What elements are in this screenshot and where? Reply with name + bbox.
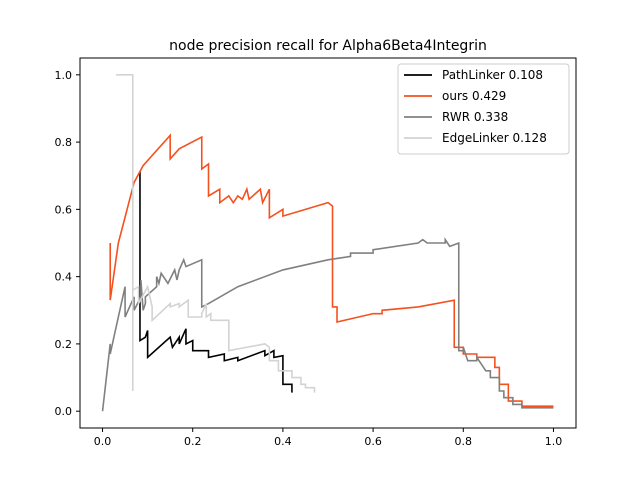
x-tick-label: 1.0 <box>545 435 563 448</box>
x-tick-label: 0.6 <box>364 435 382 448</box>
chart-title: node precision recall for Alpha6Beta4Int… <box>169 38 487 54</box>
x-tick-label: 0.2 <box>184 435 202 448</box>
x-axis: 0.0 0.2 0.4 0.6 0.8 1.0 <box>94 428 562 448</box>
y-tick-label: 0.8 <box>55 136 73 149</box>
y-axis: 0.0 0.2 0.4 0.6 0.8 1.0 <box>55 69 80 418</box>
legend-label-2: RWR 0.338 <box>442 110 508 124</box>
legend: PathLinker 0.108 ours 0.429 RWR 0.338 EdgeL… <box>397 63 570 155</box>
x-tick-label: 0.0 <box>94 435 112 448</box>
series-line-2 <box>101 237 554 412</box>
axes-frame <box>79 57 577 429</box>
x-tick-label: 0.4 <box>274 435 292 448</box>
y-tick-label: 0.0 <box>55 405 73 418</box>
legend-label-3: EdgeLinker 0.128 <box>442 131 547 145</box>
y-tick-label: 1.0 <box>55 69 73 82</box>
x-tick-label: 0.8 <box>455 435 473 448</box>
y-tick-label: 0.4 <box>55 271 73 284</box>
series-line-1 <box>109 133 554 407</box>
legend-label-1: ours 0.429 <box>442 89 506 103</box>
series-layer <box>101 74 554 412</box>
series-line-3 <box>116 74 316 393</box>
y-tick-label: 0.6 <box>55 203 73 216</box>
legend-box <box>397 63 570 155</box>
legend-label-0: PathLinker 0.108 <box>442 68 543 82</box>
series-line-0 <box>139 171 293 393</box>
y-tick-label: 0.2 <box>55 338 73 351</box>
